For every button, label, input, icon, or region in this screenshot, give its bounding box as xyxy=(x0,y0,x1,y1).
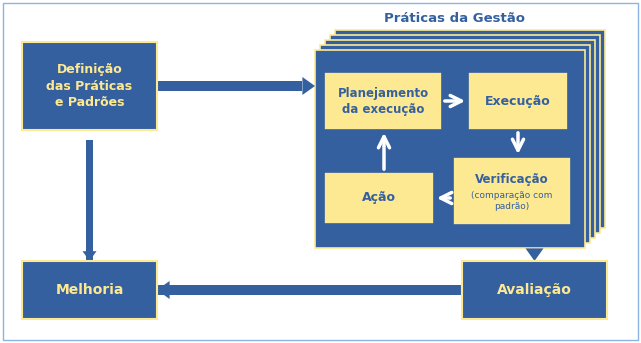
Bar xyxy=(157,81,303,91)
Bar xyxy=(330,35,600,233)
Text: (comparação com
padrão): (comparação com padrão) xyxy=(471,191,553,211)
Bar xyxy=(453,157,571,225)
Text: Verificação: Verificação xyxy=(475,173,549,186)
Bar xyxy=(86,140,94,261)
Bar xyxy=(170,285,462,295)
Polygon shape xyxy=(144,281,157,299)
Text: Execução: Execução xyxy=(485,95,551,107)
Bar xyxy=(320,45,590,243)
Text: Planejamento
da execução: Planejamento da execução xyxy=(337,86,429,116)
Bar xyxy=(325,40,595,238)
Bar xyxy=(462,261,607,319)
Bar xyxy=(22,261,157,319)
Bar xyxy=(324,172,434,224)
Bar xyxy=(335,30,605,228)
Text: Melhoria: Melhoria xyxy=(55,283,124,297)
Text: Ação: Ação xyxy=(362,191,396,204)
Text: Avaliação: Avaliação xyxy=(497,283,572,297)
Bar xyxy=(315,50,585,248)
Bar xyxy=(144,285,607,295)
Bar xyxy=(468,72,568,130)
Polygon shape xyxy=(526,248,544,261)
Polygon shape xyxy=(303,77,315,95)
Text: Práticas da Gestão: Práticas da Gestão xyxy=(385,12,526,24)
Polygon shape xyxy=(83,251,97,261)
Bar xyxy=(324,72,442,130)
Text: Definição
das Práticas
e Padrões: Definição das Práticas e Padrões xyxy=(46,63,133,108)
Bar xyxy=(22,42,157,130)
Polygon shape xyxy=(157,281,170,299)
